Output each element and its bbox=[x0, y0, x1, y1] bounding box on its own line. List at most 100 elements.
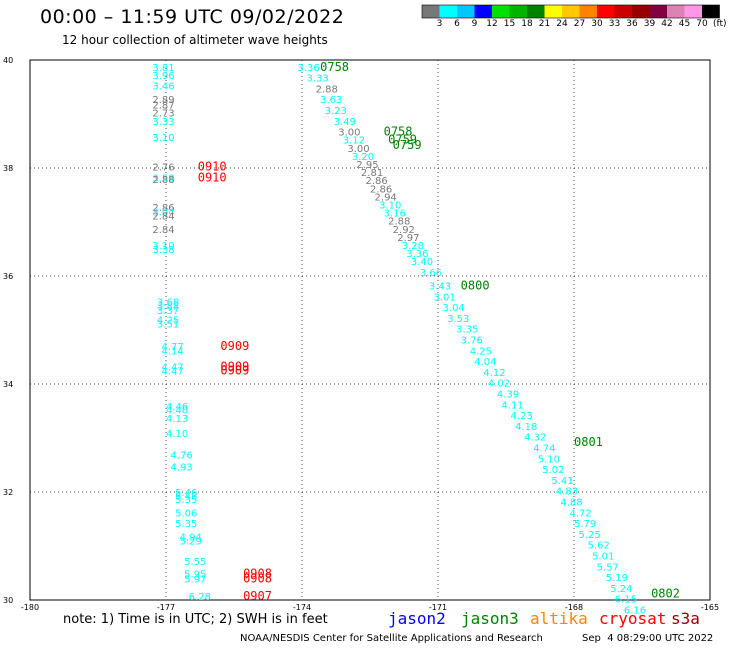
wave-height-point: 4.47 bbox=[161, 363, 183, 374]
wave-height-point: 3.33 bbox=[152, 117, 174, 128]
wave-height-point: 4.72 bbox=[569, 508, 591, 519]
pass-time-label: 0759 bbox=[388, 133, 417, 147]
wave-height-point: 4.93 bbox=[171, 462, 193, 473]
color-swatch bbox=[422, 5, 440, 18]
wave-height-point: 5.19 bbox=[606, 573, 628, 584]
wave-height-point: 3.23 bbox=[325, 106, 347, 117]
wave-height-point: 4.14 bbox=[161, 346, 183, 357]
wave-height-point: 2.86 bbox=[365, 176, 387, 187]
wave-height-point: 3.28 bbox=[402, 241, 424, 252]
wave-height-point: 4.18 bbox=[515, 422, 537, 433]
wave-height-point: 4.23 bbox=[511, 411, 533, 422]
wave-height-point: 3.00 bbox=[338, 128, 360, 139]
wave-height-point: 3.40 bbox=[411, 257, 433, 268]
wave-height-point: 5.55 bbox=[184, 557, 206, 568]
wave-height-point: 3.04 bbox=[443, 303, 465, 314]
wave-height-point: 3.01 bbox=[433, 292, 455, 303]
axis-ticks: -180 -177 -174 -171 -168 -165 30 32 34 36 38 40 bbox=[3, 56, 719, 612]
satellite-legend-altika: altika bbox=[530, 609, 588, 628]
wave-height-point: 2.95 bbox=[356, 160, 378, 171]
wave-height-point: 3.81 bbox=[152, 63, 174, 74]
footer-timestamp: Sep 4 08:29:00 UTC 2022 bbox=[582, 633, 714, 644]
wave-height-point: 4.13 bbox=[166, 414, 188, 425]
x-tick-label: -180 bbox=[21, 603, 39, 612]
wave-height-point: 5.97 bbox=[184, 575, 206, 586]
color-scale-label: 24 bbox=[556, 19, 568, 29]
wave-height-point: 3.58 bbox=[152, 174, 174, 185]
x-tick-label: -168 bbox=[565, 603, 583, 612]
wave-height-point: 5.57 bbox=[597, 562, 619, 573]
color-swatch bbox=[527, 5, 545, 18]
wave-height-point: 5.10 bbox=[538, 454, 560, 465]
wave-height-point: 5.62 bbox=[588, 541, 610, 552]
wave-height-point: 5.02 bbox=[542, 465, 564, 476]
wave-height-point: 2.97 bbox=[397, 233, 419, 244]
pass-time-label: 0759 bbox=[393, 138, 422, 152]
color-scale-label: 33 bbox=[608, 19, 621, 29]
wave-height-point: 5.35 bbox=[175, 495, 197, 506]
wave-height-point: 4.74 bbox=[533, 444, 555, 455]
wave-height-point: 2.87 bbox=[152, 101, 174, 112]
x-tick-label: -177 bbox=[157, 603, 175, 612]
wave-height-point: 6.16 bbox=[624, 606, 646, 617]
y-tick-label: 30 bbox=[3, 596, 13, 605]
color-swatch bbox=[509, 5, 527, 18]
y-tick-label: 38 bbox=[3, 164, 13, 173]
wave-height-point: 4.88 bbox=[560, 498, 582, 509]
wave-height-point: 2.89 bbox=[152, 95, 174, 106]
pass-time-label: 0801 bbox=[574, 435, 603, 449]
satellite-legend-s3a: s3a bbox=[671, 609, 700, 628]
wave-height-point: 5.06 bbox=[175, 508, 197, 519]
wave-height-point: 3.33 bbox=[307, 74, 329, 85]
pass-time-label: 0910 bbox=[198, 160, 227, 174]
wave-height-point: 3.96 bbox=[152, 71, 174, 82]
wave-height-point: 3.88 bbox=[157, 301, 179, 312]
wave-height-point: 3.68 bbox=[157, 298, 179, 309]
wave-height-point: 4.25 bbox=[157, 316, 179, 327]
wave-height-points: 3.813.963.462.892.872.733.333.102.763.58… bbox=[152, 63, 646, 617]
wave-height-point: 2.84 bbox=[152, 225, 174, 236]
color-scale-label: 18 bbox=[521, 19, 533, 29]
satellite-legend-jason2: jason2 bbox=[388, 609, 446, 628]
footer-credit: NOAA/NESDIS Center for Satellite Applica… bbox=[240, 633, 543, 644]
y-tick-label: 40 bbox=[3, 56, 13, 65]
wave-height-point: 4.39 bbox=[497, 390, 519, 401]
wave-height-point: 4.94 bbox=[180, 533, 202, 544]
wave-height-point: 5.48 bbox=[175, 492, 197, 503]
color-scale-border bbox=[421, 4, 720, 19]
color-swatch bbox=[684, 5, 702, 18]
page-subtitle: 12 hour collection of altimeter wave hei… bbox=[62, 33, 328, 47]
wave-height-point: 6.15 bbox=[615, 595, 637, 606]
color-scale-label: 39 bbox=[643, 19, 656, 29]
wave-height-point: 4.76 bbox=[171, 451, 193, 462]
color-scale-bar bbox=[421, 4, 720, 19]
pass-time-label: 0758 bbox=[384, 125, 413, 139]
wave-height-point: 3.43 bbox=[429, 282, 451, 293]
wave-height-point: 2.81 bbox=[361, 168, 383, 179]
pass-time-label: 0800 bbox=[461, 279, 490, 293]
wave-height-point: 4.47 bbox=[161, 366, 183, 377]
wave-height-point: 2.84 bbox=[152, 211, 174, 222]
color-swatch bbox=[579, 5, 597, 18]
color-swatch bbox=[544, 5, 562, 18]
wave-height-point: 4.02 bbox=[488, 379, 510, 390]
color-swatch bbox=[632, 5, 650, 18]
wave-height-point: 2.86 bbox=[370, 184, 392, 195]
wave-height-point: 4.11 bbox=[501, 400, 523, 411]
x-tick-label: -165 bbox=[701, 603, 719, 612]
wave-height-point: 4.04 bbox=[474, 357, 496, 368]
color-scale-label: 42 bbox=[661, 19, 673, 29]
wave-height-point: 2.92 bbox=[393, 225, 415, 236]
wave-height-point: 4.77 bbox=[161, 342, 183, 353]
footer-note: note: 1) Time is in UTC; 2) SWH is in fe… bbox=[63, 612, 328, 627]
wave-height-point: 3.20 bbox=[352, 152, 374, 163]
pass-time-label: 0758 bbox=[320, 60, 349, 74]
pass-time-label: 0909 bbox=[220, 363, 249, 377]
pass-time-label: 0907 bbox=[243, 589, 272, 603]
wave-height-point: 4.40 bbox=[166, 406, 188, 417]
wave-height-point: 3.46 bbox=[152, 82, 174, 93]
color-swatch bbox=[474, 5, 492, 18]
color-scale-label: 9 bbox=[471, 19, 478, 29]
wave-height-point: 4.32 bbox=[524, 433, 546, 444]
